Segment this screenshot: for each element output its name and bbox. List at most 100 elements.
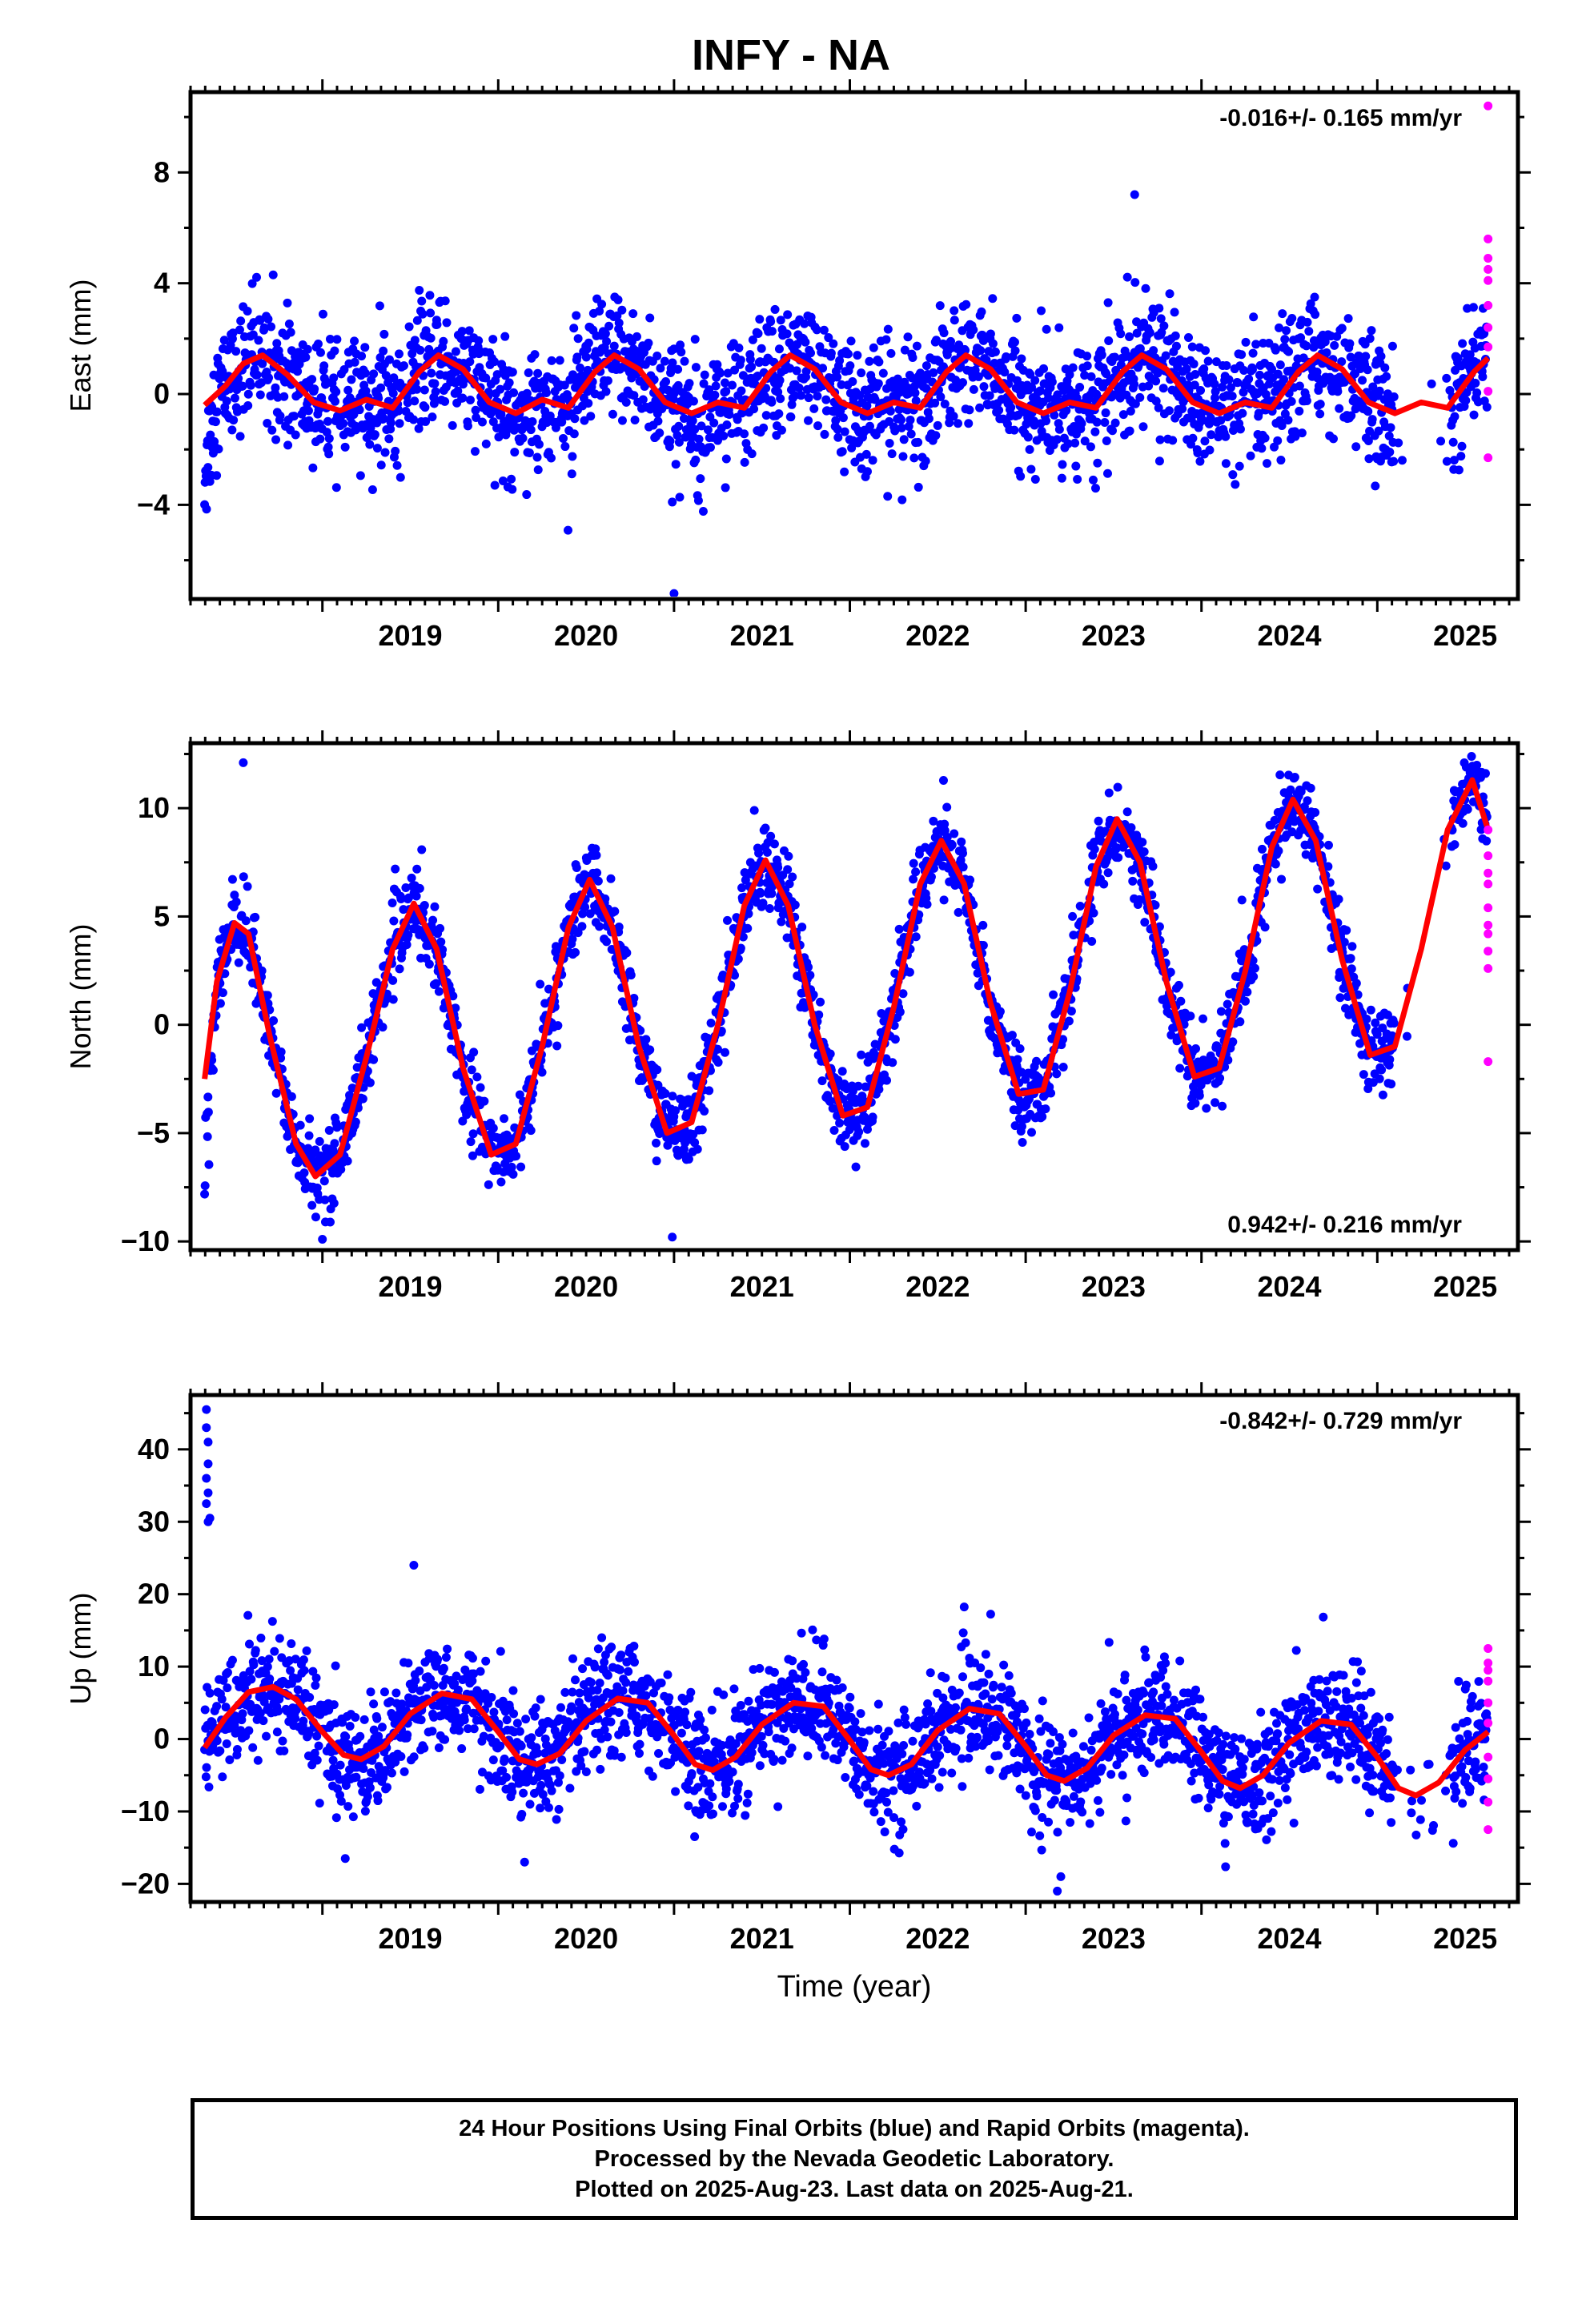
east-final-orbit-point bbox=[1156, 314, 1166, 324]
east-final-orbit-point bbox=[471, 405, 480, 415]
north-final-orbit-point bbox=[783, 865, 793, 875]
east-final-orbit-point bbox=[275, 411, 285, 420]
east-final-orbit-point bbox=[490, 357, 500, 367]
north-final-orbit-point bbox=[263, 991, 272, 1000]
east-final-orbit-point bbox=[284, 319, 294, 328]
east-final-orbit-point bbox=[381, 371, 391, 380]
east-final-orbit-point bbox=[697, 421, 706, 431]
east-final-orbit-point bbox=[873, 379, 883, 388]
east-final-orbit-point bbox=[950, 306, 959, 316]
north-final-orbit-point bbox=[958, 862, 968, 872]
east-final-orbit-point bbox=[440, 396, 450, 406]
north-final-orbit-point bbox=[874, 1084, 884, 1094]
east-final-orbit-point bbox=[416, 345, 425, 355]
east-final-orbit-point bbox=[1080, 371, 1090, 380]
east-final-orbit-point bbox=[522, 490, 532, 500]
north-final-orbit-point bbox=[251, 912, 260, 922]
east-final-orbit-point bbox=[1047, 377, 1057, 387]
east-final-orbit-point bbox=[776, 394, 785, 404]
north-final-orbit-point bbox=[508, 1169, 518, 1179]
east-final-orbit-point bbox=[403, 398, 412, 408]
north-final-orbit-point bbox=[395, 964, 404, 974]
north-final-orbit-point bbox=[1215, 1073, 1225, 1083]
east-final-orbit-point bbox=[1116, 329, 1126, 339]
east-final-orbit-point bbox=[463, 421, 472, 431]
north-final-orbit-point bbox=[203, 1108, 213, 1117]
east-final-orbit-point bbox=[477, 417, 487, 427]
east-final-orbit-point bbox=[912, 341, 921, 351]
east-final-orbit-point bbox=[350, 336, 359, 346]
east-final-orbit-point bbox=[1231, 480, 1240, 489]
east-final-orbit-point bbox=[813, 392, 822, 401]
east-final-orbit-point bbox=[1161, 351, 1170, 360]
north-final-orbit-point bbox=[239, 758, 248, 767]
east-final-orbit-point bbox=[1168, 436, 1178, 445]
north-final-orbit-point bbox=[230, 891, 239, 900]
north-final-orbit-point bbox=[512, 1152, 521, 1161]
north-final-orbit-point bbox=[351, 1117, 360, 1127]
east-final-orbit-point bbox=[669, 589, 679, 597]
east-final-orbit-point bbox=[1273, 436, 1283, 445]
east-final-orbit-point bbox=[757, 344, 766, 353]
east-final-orbit-point bbox=[1017, 354, 1026, 364]
east-final-orbit-point bbox=[719, 431, 729, 440]
north-final-orbit-point bbox=[817, 1076, 827, 1086]
east-final-orbit-point bbox=[560, 442, 570, 452]
north-final-orbit-point bbox=[1138, 838, 1147, 847]
east-final-orbit-point bbox=[800, 319, 809, 328]
east-final-orbit-point bbox=[759, 423, 769, 432]
east-final-orbit-point bbox=[1436, 436, 1446, 446]
east-final-orbit-point bbox=[291, 430, 300, 440]
north-final-orbit-point bbox=[434, 987, 444, 996]
north-final-orbit-point bbox=[1467, 751, 1476, 761]
north-final-orbit-point bbox=[956, 855, 966, 865]
east-final-orbit-point bbox=[313, 340, 323, 349]
east-final-orbit-point bbox=[1080, 436, 1090, 446]
east-final-orbit-point bbox=[1228, 470, 1238, 480]
east-final-orbit-point bbox=[420, 385, 429, 395]
east-final-orbit-point bbox=[897, 423, 906, 432]
east-final-orbit-point bbox=[1006, 403, 1016, 412]
north-final-orbit-point bbox=[744, 909, 753, 919]
east-final-orbit-point bbox=[369, 369, 379, 379]
east-final-orbit-point bbox=[677, 348, 686, 357]
north-final-orbit-point bbox=[299, 1168, 309, 1178]
north-final-orbit-point bbox=[721, 1047, 730, 1057]
east-final-orbit-point bbox=[1141, 283, 1150, 293]
east-final-orbit-point bbox=[1201, 346, 1211, 356]
north-final-orbit-point bbox=[978, 920, 988, 930]
east-final-orbit-point bbox=[886, 348, 896, 358]
north-final-orbit-point bbox=[1240, 996, 1250, 1006]
east-final-orbit-point bbox=[725, 409, 734, 419]
north-final-orbit-point bbox=[311, 1145, 320, 1155]
north-final-orbit-point bbox=[700, 1106, 709, 1116]
north-final-orbit-point bbox=[1202, 1104, 1211, 1113]
east-final-orbit-point bbox=[1427, 379, 1436, 388]
east-final-orbit-point bbox=[691, 363, 701, 372]
north-final-orbit-point bbox=[315, 1136, 324, 1146]
east-final-orbit-point bbox=[440, 296, 450, 306]
north-final-orbit-point bbox=[1249, 972, 1259, 982]
north-final-orbit-point bbox=[389, 916, 399, 926]
east-final-orbit-point bbox=[835, 356, 845, 365]
east-final-orbit-point bbox=[862, 401, 872, 411]
east-final-orbit-point bbox=[949, 412, 958, 421]
east-final-orbit-point bbox=[375, 353, 385, 363]
north-final-orbit-point bbox=[462, 1110, 472, 1120]
north-final-orbit-point bbox=[424, 959, 434, 969]
east-rapid-orbit-point bbox=[1484, 254, 1493, 263]
east-rapid-orbit-point bbox=[1484, 323, 1493, 332]
east-final-orbit-point bbox=[1054, 323, 1064, 332]
east-final-orbit-point bbox=[1155, 435, 1165, 444]
north-final-orbit-point bbox=[1114, 853, 1123, 862]
north-final-orbit-point bbox=[371, 978, 381, 987]
east-final-orbit-point bbox=[831, 416, 841, 425]
north-final-orbit-point bbox=[592, 868, 602, 878]
east-final-orbit-point bbox=[508, 368, 517, 377]
east-final-orbit-point bbox=[394, 349, 404, 359]
east-final-orbit-point bbox=[1365, 334, 1375, 344]
east-final-orbit-point bbox=[293, 367, 303, 376]
east-final-orbit-point bbox=[560, 380, 569, 390]
north-final-orbit-point bbox=[1218, 1101, 1227, 1111]
east-final-orbit-point bbox=[500, 332, 510, 341]
